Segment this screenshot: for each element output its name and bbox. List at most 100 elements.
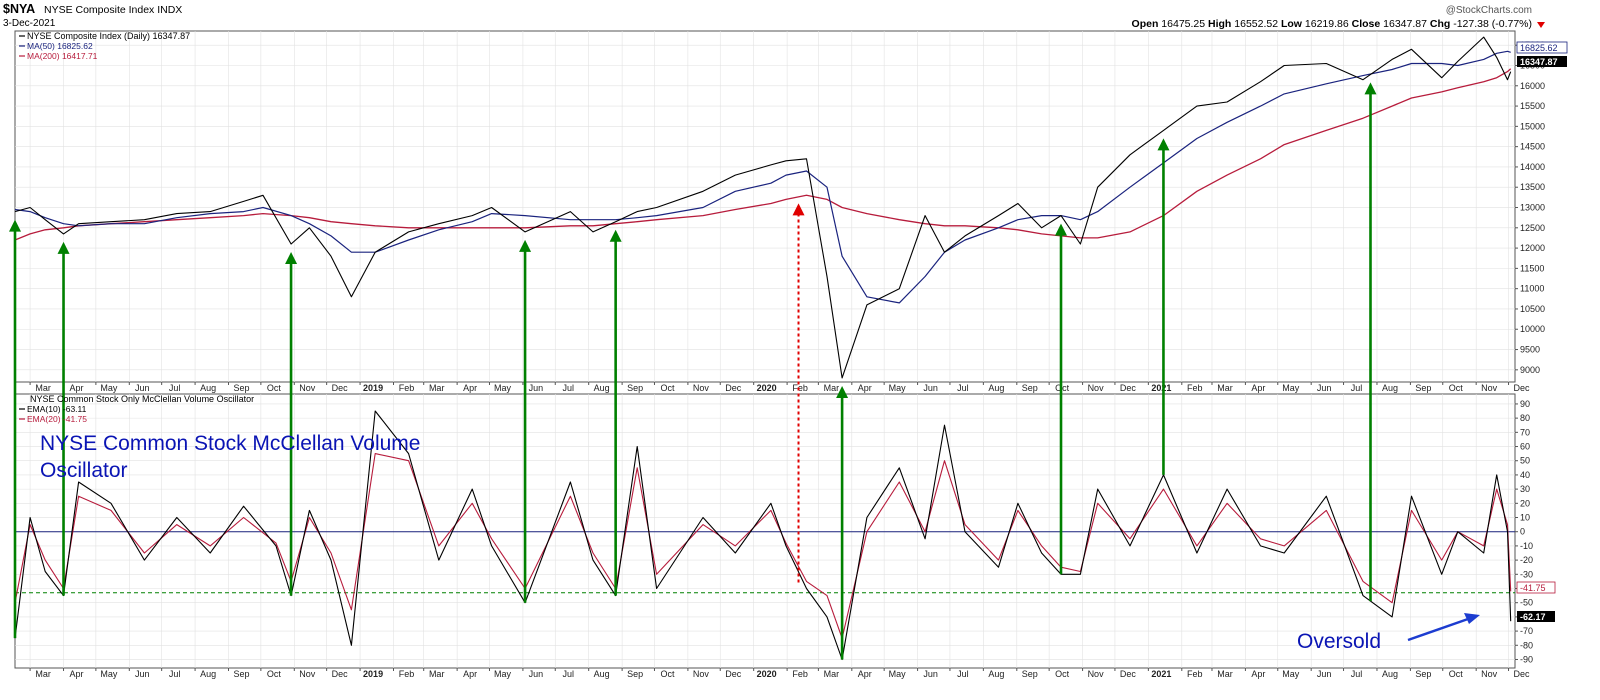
x-tick-label-osc: Jul [563,669,575,679]
x-tick-label-price: Sep [1415,383,1431,393]
x-tick-label-osc: Aug [594,669,610,679]
buy-signal-arrow-head [1364,82,1377,95]
osc-y-tick-label: 0 [1520,527,1525,537]
x-tick-label-price: Apr [463,383,477,393]
x-tick-label-osc: May [1282,669,1300,679]
osc-y-tick-label: -80 [1520,640,1533,650]
osc-y-tick-label: 30 [1520,484,1530,494]
x-tick-label-price: Sep [234,383,250,393]
x-tick-label-osc: Nov [299,669,316,679]
x-tick-label-osc: Nov [1481,669,1498,679]
x-tick-label-price: Sep [627,383,643,393]
x-tick-label-price: Aug [594,383,610,393]
price-line [14,36,1512,379]
x-tick-label-price: Nov [299,383,316,393]
price-y-tick-label: 11000 [1520,284,1544,294]
ma50-value-tag [1516,41,1568,54]
x-tick-label-price: May [1282,383,1300,393]
price-y-tick-label: 12500 [1520,223,1545,233]
price-panel-frame [14,30,1516,383]
x-tick-label-price: Oct [267,383,282,393]
osc-y-tick-label: -10 [1520,541,1533,551]
grid-lines [15,31,1515,668]
x-tick-label-osc: Mar [35,669,51,679]
ma50-legend-entry: MA(50) 16825.62 [27,41,93,51]
buy-signal-arrow-head [57,241,70,254]
x-tick-label-price: Apr [1251,383,1265,393]
x-tick-label-price: May [494,383,512,393]
x-tick-label-osc: Feb [792,669,808,679]
x-tick-label-price: Nov [1088,383,1105,393]
x-tick-label-price: Aug [200,383,216,393]
x-tick-label-osc: Jul [169,669,181,679]
x-tick-label-osc: Sep [234,669,250,679]
x-tick-label-price: Oct [1055,383,1070,393]
copyright-label: @StockCharts.com [1446,5,1532,16]
price-y-tick-label: 11500 [1520,263,1544,273]
x-tick-label-price: May [889,383,907,393]
price-y-tick-label: 10000 [1520,324,1545,334]
osc-y-tick-label: -90 [1520,654,1533,664]
axes-labels: Mar Mar Apr Apr May May Jun Jun Jul Jul Aug Aug Sep S… [29,40,1545,679]
osc-y-tick-label: -50 [1520,598,1533,608]
x-tick-label-price: Apr [70,383,84,393]
x-tick-label-osc: Dec [725,669,742,679]
ema10-legend-entry: EMA(10) -63.11 [27,404,87,414]
price-y-tick-label: 15000 [1520,121,1545,131]
ema20-value-tag [1516,581,1556,594]
x-tick-label-osc: Sep [1022,669,1038,679]
osc-y-tick-label: 70 [1520,427,1530,437]
price-y-tick-label: 13500 [1520,182,1545,192]
low-label: Low [1281,18,1303,30]
x-tick-label-osc: Jun [135,669,150,679]
x-tick-label-price: 2021 [1151,383,1171,393]
ema10-value-tag [1517,611,1555,622]
x-tick-label-osc: 2019 [363,669,383,679]
chg-label: Chg [1430,18,1450,30]
x-tick-label-osc: Feb [399,669,415,679]
x-tick-label-osc: Sep [627,669,643,679]
osc-y-tick-label: -20 [1520,555,1533,565]
buy-signal-arrow-head [285,252,298,265]
ohlc-summary: Open 16475.25 High 16552.52 Low 16219.86… [1132,18,1532,30]
x-tick-label-osc: Jun [923,669,938,679]
oscillator-legend-title: NYSE Common Stock Only McClellan Volume … [30,394,254,404]
chg-value: -127.38 (-0.77%) [1453,18,1532,30]
x-tick-label-price: Sep [1022,383,1038,393]
x-tick-label-price: Aug [1382,383,1398,393]
x-tick-label-osc: Dec [1514,669,1531,679]
x-tick-label-price: Apr [858,383,872,393]
price-y-tick-label: 9500 [1520,345,1540,355]
x-tick-label-price: 2019 [363,383,383,393]
x-tick-label-osc: Mar [429,669,445,679]
x-tick-label-osc: May [494,669,512,679]
x-tick-label-osc: May [889,669,907,679]
x-tick-label-price: May [100,383,118,393]
x-tick-label-price: Jul [563,383,575,393]
x-tick-label-price: Jun [529,383,544,393]
x-tick-label-price: Mar [1217,383,1233,393]
x-tick-label-osc: Dec [1120,669,1137,679]
ma50-value-label: 16825.62 [1520,43,1558,53]
osc-y-tick-label: 10 [1520,513,1530,523]
x-tick-label-price: Aug [988,383,1004,393]
oscillator-legend: NYSE Common Stock Only McClellan Volume … [19,394,254,424]
x-tick-label-osc: Mar [824,669,840,679]
ma50-line [14,50,1511,304]
open-label: Open [1132,18,1159,30]
down-triangle-icon [1537,22,1545,28]
oscillator-title-annotation: NYSE Common Stock McClellan Volume [40,432,420,455]
x-tick-label-osc: Oct [267,669,282,679]
close-value-label: 16347.87 [1520,57,1558,67]
buy-signal-arrow-head [9,219,21,232]
price-y-tick-label: 10500 [1520,304,1545,314]
x-tick-label-price: Jul [169,383,181,393]
chart-header: $NYA NYSE Composite Index INDX 3-Dec-202… [3,2,1545,30]
price-y-tick-label: 9000 [1520,365,1540,375]
low-value: 16219.86 [1305,18,1349,30]
osc-y-tick-label: 60 [1520,442,1530,452]
x-tick-label-osc: Apr [1251,669,1265,679]
price-y-tick-label: 16000 [1520,81,1545,91]
ema20-value-label: -41.75 [1520,583,1546,593]
